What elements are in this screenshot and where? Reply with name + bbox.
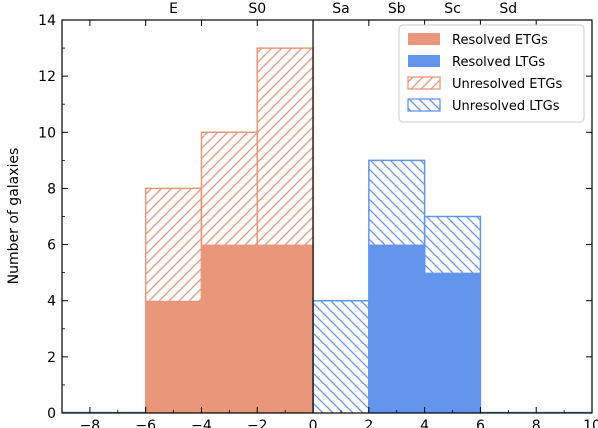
x-tick-label: 10 (583, 418, 598, 428)
bar-outline-unresolved-ltgs (423, 215, 482, 413)
bar-resolved-etgs (201, 244, 258, 413)
y-tick-label: 14 (38, 13, 56, 29)
legend-label: Resolved ETGs (452, 33, 548, 48)
legend-box (398, 24, 585, 123)
legend-swatch-resolved-etgs (408, 33, 440, 45)
bar-unresolved-ltgs (368, 160, 425, 245)
x-tick-label: −6 (135, 418, 156, 428)
bar-resolved-etgs (257, 244, 314, 413)
legend-label: Resolved LTGs (452, 55, 545, 70)
x-tick-label: −2 (247, 418, 268, 428)
bar-unresolved-etgs (257, 48, 314, 245)
y-tick-label: 4 (47, 294, 56, 310)
y-tick-label: 8 (47, 181, 56, 197)
bar-resolved-ltgs (424, 272, 481, 413)
legend-label: Unresolved ETGs (452, 77, 562, 92)
x-tick-label: 4 (420, 418, 429, 428)
x-tick-label: −8 (80, 418, 101, 428)
bar-unresolved-ltgs (313, 300, 369, 413)
bar-resolved-ltgs (368, 244, 425, 413)
top-axis-label: Sc (444, 1, 461, 17)
top-axis-label: Sa (332, 1, 349, 17)
x-tick-label: −4 (191, 418, 212, 428)
y-tick-label: 10 (38, 125, 56, 141)
y-tick-label: 2 (47, 350, 56, 366)
x-tick-label: 8 (532, 418, 541, 428)
legend-swatch-unresolved-ltgs (407, 98, 441, 112)
y-tick-label: 12 (38, 69, 56, 85)
y-tick-label: 0 (47, 406, 56, 422)
top-axis-labels: E S0 Sa Sb Sc Sd (169, 1, 517, 17)
top-axis-label: Sd (499, 1, 517, 17)
x-tick-label: 6 (476, 418, 485, 428)
y-axis-ticks: 0 2 4 6 8 10 12 14 (38, 13, 592, 422)
legend-swatch-unresolved-etgs (407, 76, 441, 90)
histogram-bars (62, 47, 592, 413)
legend: Resolved ETGs Resolved LTGs Unresolved ETG… (398, 24, 585, 123)
top-axis-label: E (169, 1, 178, 17)
top-axis-label: S0 (248, 1, 266, 17)
bar-unresolved-etgs (201, 132, 258, 245)
x-tick-label: 0 (309, 418, 318, 428)
x-tick-label: 2 (364, 418, 373, 428)
y-axis-title: Number of galaxies (6, 148, 22, 285)
bar-unresolved-etgs (145, 188, 202, 301)
x-axis-ticks: −8 −6 −4 −2 0 2 4 6 8 10 (61, 20, 598, 428)
bar-unresolved-ltgs (424, 216, 481, 273)
top-axis-label: Sb (388, 1, 406, 17)
legend-label: Unresolved LTGs (452, 99, 560, 114)
legend-swatch-resolved-ltgs (408, 55, 440, 67)
bar-resolved-etgs (145, 300, 202, 413)
y-tick-label: 6 (47, 238, 56, 254)
